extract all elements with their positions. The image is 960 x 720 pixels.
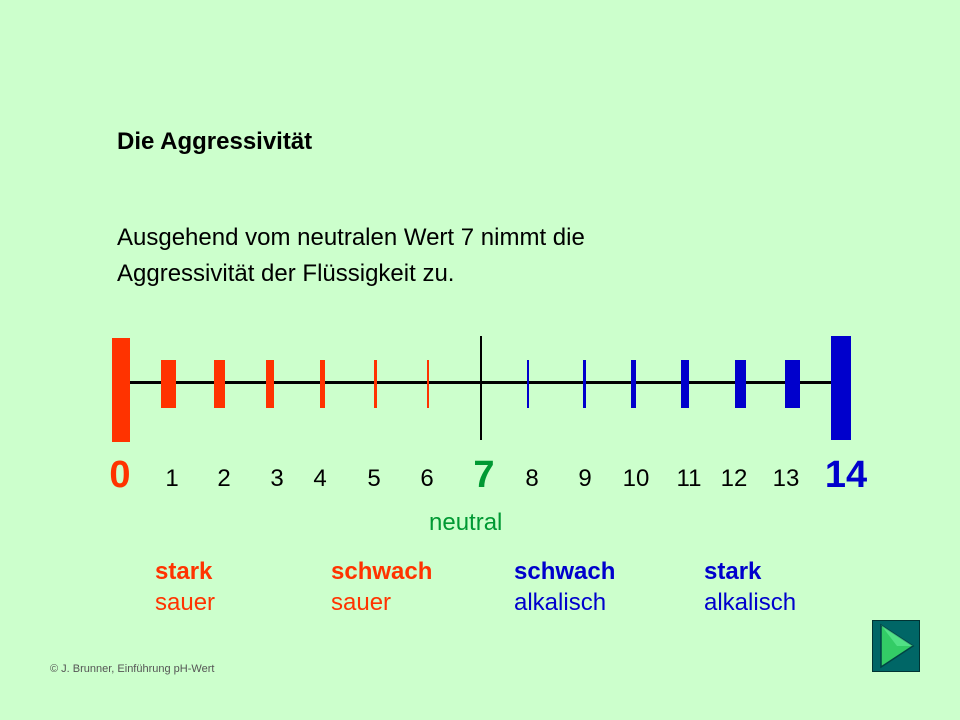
category-weak-alkaline: schwach alkalisch [514,556,615,618]
scale-label-13: 13 [772,465,800,492]
category-strength: schwach [514,558,616,585]
scale-label-8: 8 [525,465,539,492]
scale-label-11: 11 [676,465,702,492]
category-strong-alkaline: stark alkalisch [704,556,796,618]
scale-label-7: 7 [473,454,495,496]
category-strength: stark [155,558,213,585]
scale-label-0: 0 [109,454,131,496]
scale-bar-2 [213,360,225,408]
scale-bar-1 [160,360,176,408]
scale-bar-8 [527,360,529,408]
scale-label-3: 3 [270,465,284,492]
category-strength: stark [704,558,762,585]
category-kind: sauer [331,589,392,616]
scale-label-4: 4 [313,465,327,492]
scale-bar-7 [480,336,482,440]
scale-baseline [120,381,850,384]
scale-bar-11 [681,360,689,408]
scale-bar-4 [319,360,325,408]
scale-label-10: 10 [622,465,650,492]
scale-bar-3 [266,360,274,408]
slide-title: Die Aggressivität [117,128,313,155]
scale-bar-5 [373,360,377,408]
play-arrow-icon [880,623,915,669]
scale-label-1: 1 [165,465,179,492]
category-strength: schwach [331,558,433,585]
scale-label-5: 5 [367,465,381,492]
scale-bar-9 [582,360,586,408]
scale-label-14: 14 [824,454,868,496]
scale-bar-6 [427,360,429,408]
next-slide-button[interactable] [872,620,920,672]
scale-bar-0 [112,338,130,442]
scale-label-12: 12 [720,465,748,492]
description-line-2: Aggressivität der Flüssigkeit zu. [117,260,455,287]
slide-description: Ausgehend vom neutralen Wert 7 nimmt die… [117,220,585,292]
category-weak-acid: schwach sauer [331,556,432,618]
scale-label-6: 6 [420,465,434,492]
copyright-footer: © J. Brunner, Einführung pH-Wert [50,663,215,675]
scale-bar-12 [734,360,746,408]
scale-label-9: 9 [578,465,592,492]
category-kind: alkalisch [514,589,607,616]
scale-bar-13 [784,360,800,408]
scale-label-2: 2 [217,465,231,492]
category-kind: alkalisch [704,589,797,616]
neutral-label: neutral [429,509,503,536]
scale-bar-10 [630,360,636,408]
category-strong-acid: stark sauer [155,556,215,618]
scale-bar-14 [831,336,851,440]
description-line-1: Ausgehend vom neutralen Wert 7 nimmt die [117,224,585,251]
category-kind: sauer [155,589,216,616]
